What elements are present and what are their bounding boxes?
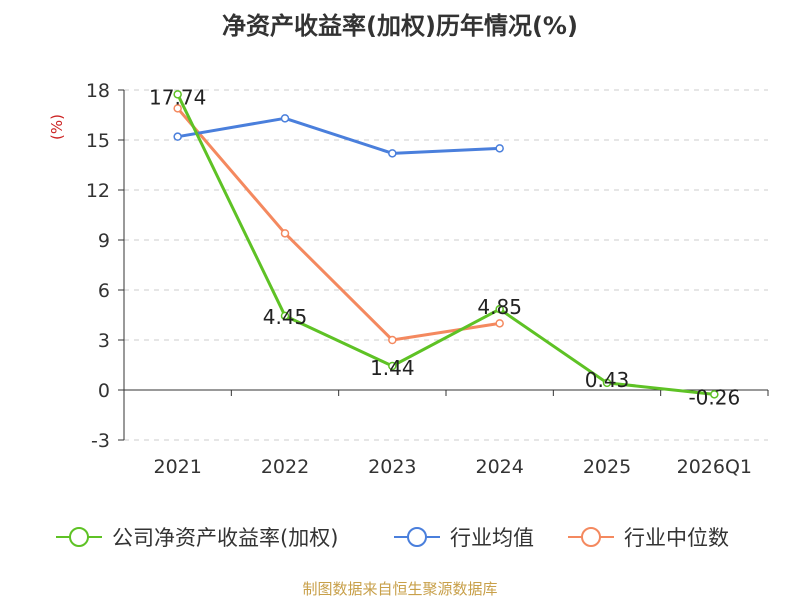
x-tick-label: 2021 <box>153 456 201 478</box>
y-axis-label: (%) <box>48 114 66 140</box>
data-point <box>280 311 290 321</box>
data-label: 4.45 <box>263 305 308 329</box>
source-note: 制图数据来自恒生聚源数据库 <box>302 580 498 598</box>
data-point <box>173 132 182 141</box>
data-point <box>710 390 719 399</box>
y-tick-label: 15 <box>86 130 110 152</box>
data-label: 0.43 <box>585 368 630 392</box>
series-line <box>177 116 500 155</box>
y-tick-label: 0 <box>98 380 110 402</box>
data-point <box>388 335 397 345</box>
series-line <box>176 93 715 396</box>
data-point <box>280 229 290 238</box>
legend-item[interactable]: 行业均值 <box>394 526 534 550</box>
legend: 公司净资产收益率(加权) 行业均值 行业中位数 <box>56 526 729 550</box>
data-point <box>495 319 504 328</box>
y-tick-label: -3 <box>91 430 110 452</box>
data-point <box>388 361 397 371</box>
legend-item[interactable]: 公司净资产收益率(加权) <box>56 526 338 550</box>
legend-swatch-marker <box>69 527 89 547</box>
data-point <box>388 149 397 158</box>
x-tick-label: 2026Q1 <box>677 456 752 478</box>
data-label: -0.26 <box>688 385 740 409</box>
series-line <box>176 107 500 342</box>
data-point <box>495 304 504 314</box>
y-tick-label: 12 <box>86 180 110 202</box>
legend-label: 行业均值 <box>450 526 534 550</box>
legend-item[interactable]: 行业中位数 <box>568 526 729 550</box>
y-tick-label: 9 <box>98 230 110 252</box>
x-tick-label: 2024 <box>475 456 523 478</box>
chart-title: 净资产收益率(加权)历年情况(%) <box>222 12 578 40</box>
legend-label: 行业中位数 <box>624 526 729 550</box>
data-point <box>602 378 612 388</box>
data-label: 17.74 <box>149 85 206 109</box>
data-point <box>495 144 504 153</box>
data-point <box>173 90 182 99</box>
x-tick-label: 2023 <box>368 456 416 478</box>
data-labels: 17.74 4.45 1.44 4.85 0.43 -0.26 <box>149 85 740 409</box>
legend-swatch-marker <box>581 527 601 547</box>
legend-label: 公司净资产收益率(加权) <box>112 526 338 550</box>
data-label: 4.85 <box>477 295 522 319</box>
legend-swatch-marker <box>407 527 427 547</box>
grid-lines <box>124 89 768 441</box>
y-tick-label: 3 <box>98 330 110 352</box>
series-lines <box>173 90 719 399</box>
data-label: 1.44 <box>370 356 415 380</box>
y-tick-label: 18 <box>86 80 110 102</box>
data-point <box>173 104 182 113</box>
data-point <box>280 114 290 123</box>
x-tick-label: 2022 <box>261 456 309 478</box>
x-tick-label: 2025 <box>583 456 631 478</box>
y-tick-label: 6 <box>98 280 110 302</box>
